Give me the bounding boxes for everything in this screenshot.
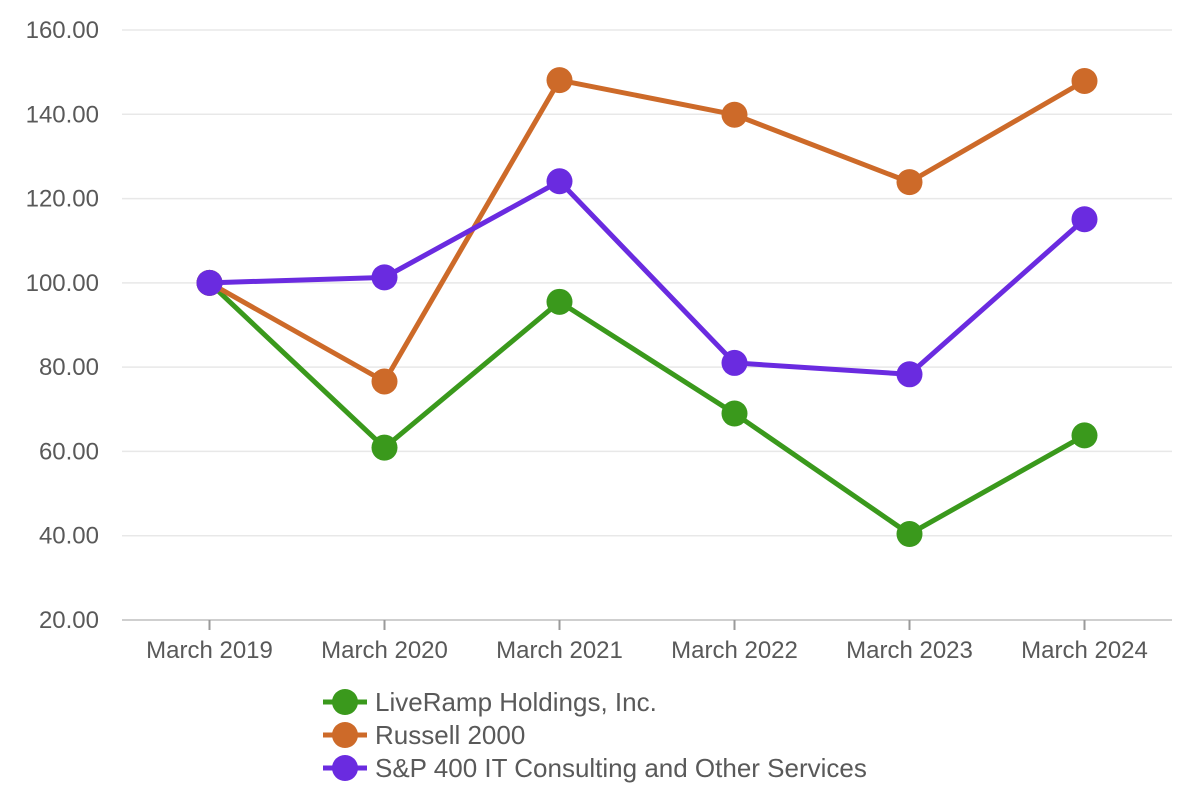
x-axis-label: March 2020 (321, 637, 448, 664)
data-point (896, 361, 923, 388)
y-axis-label: 20.00 (39, 607, 99, 634)
data-point (546, 168, 573, 195)
legend-marker-dot (332, 689, 358, 715)
legend-label: LiveRamp Holdings, Inc. (375, 687, 657, 717)
y-axis-label: 140.00 (26, 101, 99, 128)
legend-marker-dot (332, 755, 358, 781)
legend-item: Russell 2000 (323, 720, 525, 750)
y-axis-label: 60.00 (39, 438, 99, 465)
series-line-1 (207, 280, 1087, 537)
y-axis-label: 160.00 (26, 17, 99, 44)
x-axis-label: March 2024 (1021, 637, 1148, 664)
data-point (371, 264, 398, 291)
x-axis-label: March 2019 (146, 637, 273, 664)
series-line-3 (207, 178, 1087, 377)
data-point (896, 169, 923, 196)
x-axis-label: March 2021 (496, 637, 623, 664)
x-axis-label: March 2022 (671, 637, 798, 664)
y-axis-label: 120.00 (26, 186, 99, 213)
legend-marker-dot (332, 722, 358, 748)
data-point (371, 368, 398, 395)
series-line-2 (207, 77, 1087, 384)
data-point (546, 288, 573, 315)
legend-item: S&P 400 IT Consulting and Other Services (323, 753, 867, 783)
data-point (721, 101, 748, 128)
data-point (196, 269, 223, 296)
y-axis-label: 40.00 (39, 523, 99, 550)
legend-label: Russell 2000 (375, 720, 525, 750)
data-point (371, 434, 398, 461)
data-point (896, 521, 923, 548)
data-point (721, 349, 748, 376)
data-point (546, 67, 573, 94)
legend-item: LiveRamp Holdings, Inc. (323, 687, 657, 717)
data-point (721, 400, 748, 427)
data-point (1071, 206, 1098, 233)
legend-label: S&P 400 IT Consulting and Other Services (375, 753, 867, 783)
data-point (1071, 67, 1098, 94)
data-point (1071, 422, 1098, 449)
y-axis-label: 100.00 (26, 270, 99, 297)
x-axis-label: March 2023 (846, 637, 973, 664)
y-axis-label: 80.00 (39, 354, 99, 381)
